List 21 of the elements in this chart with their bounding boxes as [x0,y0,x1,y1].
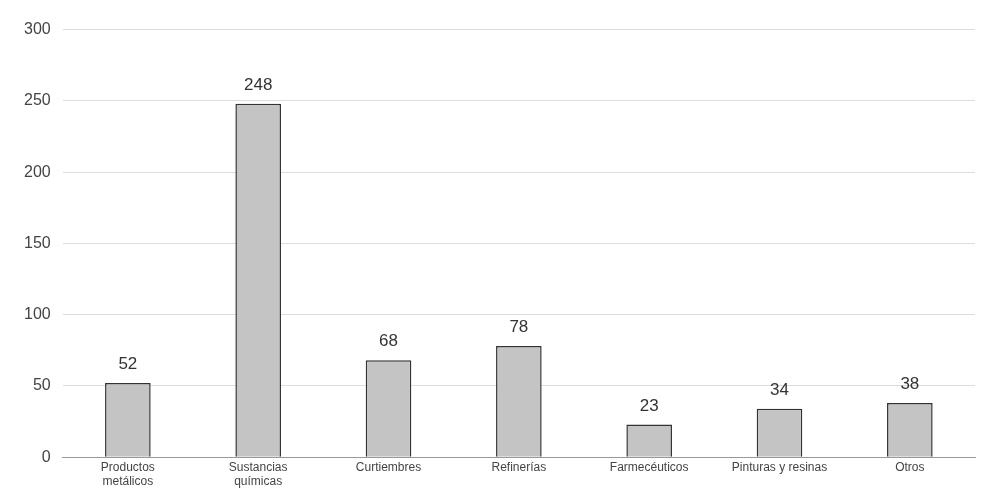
data-label: 38 [900,374,920,394]
y-tick-label: 0 [41,447,51,465]
y-tick-label: 200 [23,162,51,180]
data-label: 52 [118,354,138,374]
data-label: 78 [509,317,529,337]
x-tick-label: Pinturas y resinas [731,459,828,474]
x-tick-label: Productos metálicos [100,459,155,489]
y-tick-label: 150 [23,233,51,251]
y-tick-label: 100 [23,305,51,323]
x-tick-label: Curtiembres [355,459,422,474]
y-tick-label: 250 [23,91,51,109]
x-tick-label: Farmecéuticos [609,459,689,474]
y-tick-label: 300 [23,20,51,38]
data-label: 248 [244,74,273,94]
data-label: 34 [770,379,789,399]
x-tick-label: Refinerías [491,459,547,474]
data-label: 23 [639,395,659,415]
x-tick-label: Otros [895,459,925,474]
y-tick-label: 50 [32,376,51,394]
data-label: 68 [379,331,398,351]
x-tick-label: Sustancias químicas [228,459,288,489]
